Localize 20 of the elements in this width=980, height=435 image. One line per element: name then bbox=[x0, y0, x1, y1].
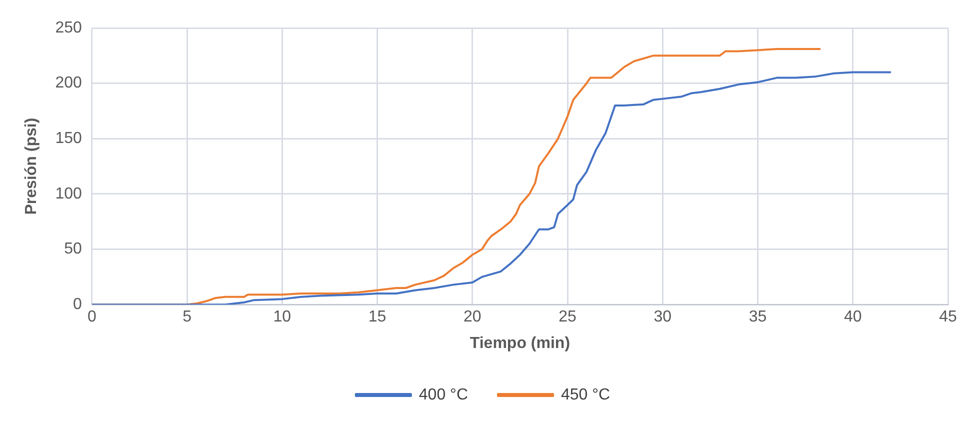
y-tick-label: 50 bbox=[64, 240, 82, 258]
legend-label: 400 °C bbox=[418, 386, 468, 404]
x-axis-title: Tiempo (min) bbox=[470, 334, 570, 352]
x-tick-label: 5 bbox=[182, 308, 192, 326]
x-tick-label: 45 bbox=[939, 308, 957, 326]
x-tick-label: 15 bbox=[368, 308, 386, 326]
x-tick-label: 40 bbox=[844, 308, 862, 326]
x-tick-label: 30 bbox=[654, 308, 672, 326]
x-tick-label: 25 bbox=[558, 308, 577, 326]
y-tick-label: 0 bbox=[72, 296, 82, 314]
legend-label: 450 °C bbox=[561, 386, 610, 404]
y-tick-label: 150 bbox=[55, 130, 82, 148]
x-tick-label: 0 bbox=[87, 308, 96, 326]
y-tick-label: 200 bbox=[55, 74, 82, 92]
y-tick-label: 100 bbox=[55, 185, 82, 202]
x-tick-label: 35 bbox=[748, 308, 767, 326]
x-tick-label: 10 bbox=[273, 308, 292, 326]
y-tick-label: 250 bbox=[55, 19, 82, 36]
x-tick-label: 20 bbox=[463, 308, 482, 326]
y-axis-title: Presión (psi) bbox=[23, 118, 40, 215]
